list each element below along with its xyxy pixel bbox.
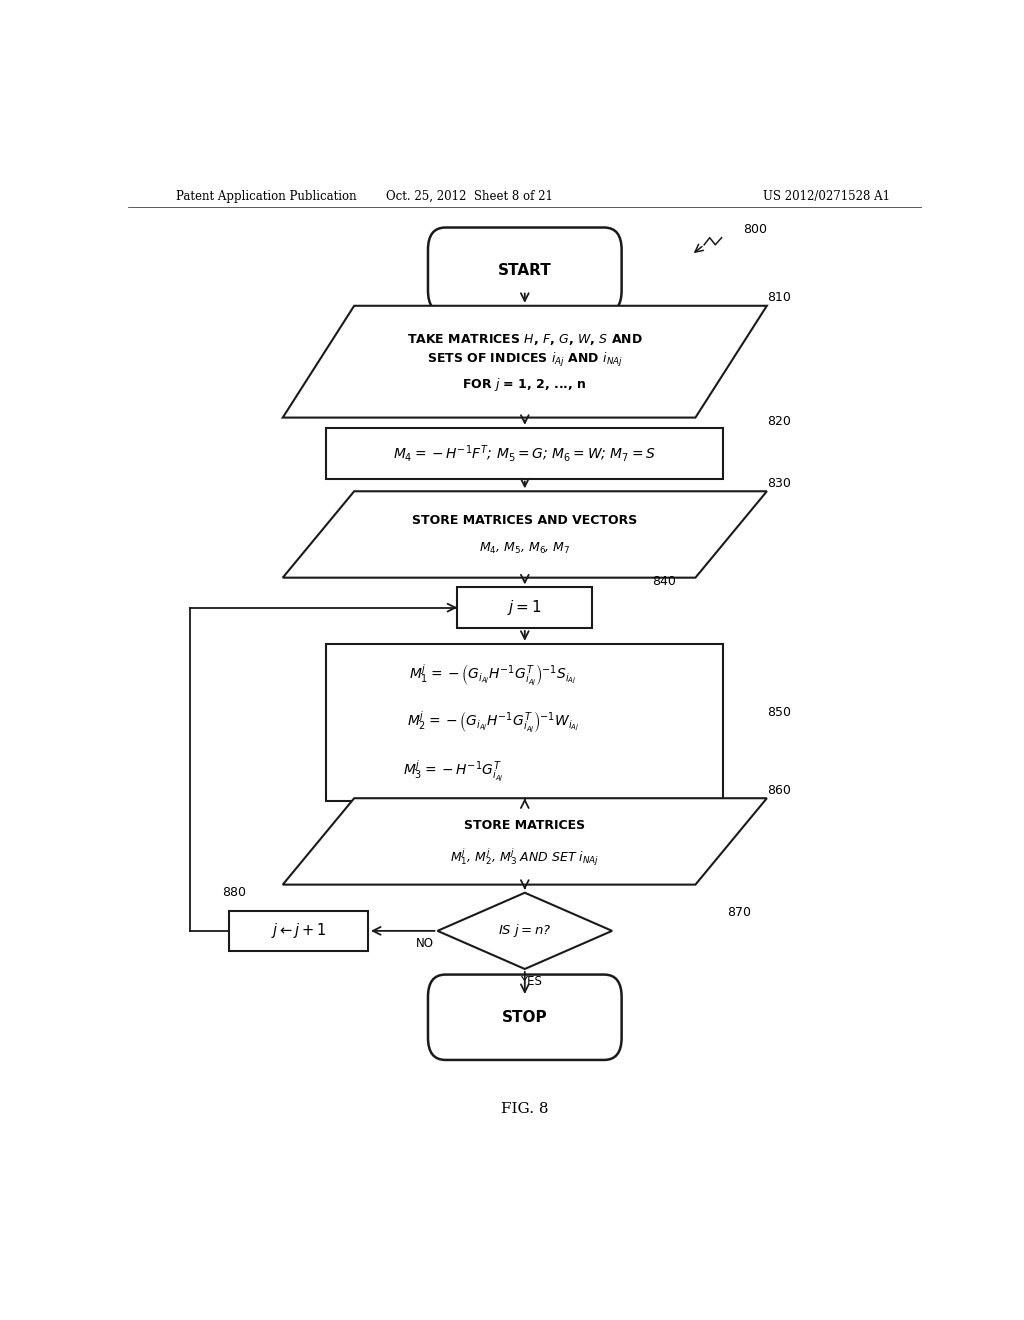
Text: $M_4 = -H^{-1}F^T$; $M_5 = G$; $M_6 = W$; $M_7 = S$: $M_4 = -H^{-1}F^T$; $M_5 = G$; $M_6 = W$… (393, 442, 656, 463)
Text: $M_1^j$, $M_2^j$, $M_3^j$ AND SET $i_{NAj}$: $M_1^j$, $M_2^j$, $M_3^j$ AND SET $i_{NA… (451, 847, 599, 869)
Text: STORE MATRICES AND VECTORS: STORE MATRICES AND VECTORS (413, 513, 637, 527)
Text: 880: 880 (221, 886, 246, 899)
Text: TAKE MATRICES $H$, $F$, $G$, $W$, $S$ AND: TAKE MATRICES $H$, $F$, $G$, $W$, $S$ AN… (407, 331, 643, 347)
Text: 860: 860 (767, 784, 791, 796)
Text: STORE MATRICES: STORE MATRICES (464, 818, 586, 832)
FancyBboxPatch shape (458, 587, 592, 628)
Polygon shape (437, 892, 612, 969)
Text: Oct. 25, 2012  Sheet 8 of 21: Oct. 25, 2012 Sheet 8 of 21 (386, 190, 553, 202)
Text: 850: 850 (767, 706, 791, 719)
Text: $M_4$, $M_5$, $M_6$, $M_7$: $M_4$, $M_5$, $M_6$, $M_7$ (479, 541, 570, 556)
Text: 840: 840 (652, 574, 676, 587)
FancyBboxPatch shape (428, 974, 622, 1060)
Text: YES: YES (520, 974, 542, 987)
Text: $M_1^j = -\left(G_{i_{Aj}}H^{-1}G_{i_{Aj}}^T\right)^{-1}S_{i_{Aj}}$: $M_1^j = -\left(G_{i_{Aj}}H^{-1}G_{i_{Aj… (410, 663, 577, 688)
Text: SETS OF INDICES $i_{Aj}$ AND $i_{NAj}$: SETS OF INDICES $i_{Aj}$ AND $i_{NAj}$ (427, 351, 623, 368)
Text: FIG. 8: FIG. 8 (501, 1102, 549, 1115)
Text: START: START (498, 263, 552, 277)
Polygon shape (283, 799, 767, 884)
Polygon shape (283, 306, 767, 417)
FancyBboxPatch shape (428, 227, 622, 313)
Text: US 2012/0271528 A1: US 2012/0271528 A1 (763, 190, 890, 202)
FancyBboxPatch shape (229, 911, 368, 952)
Text: FOR $j$ = 1, 2, ..., n: FOR $j$ = 1, 2, ..., n (463, 376, 587, 392)
Text: 870: 870 (727, 906, 752, 919)
Text: 810: 810 (767, 292, 791, 304)
Text: 830: 830 (767, 477, 791, 490)
Text: $M_3^j = -H^{-1}G_{i_{Aj}}^T$: $M_3^j = -H^{-1}G_{i_{Aj}}^T$ (403, 759, 504, 784)
Text: 800: 800 (743, 223, 767, 236)
Text: $j \leftarrow j+1$: $j \leftarrow j+1$ (270, 921, 327, 940)
Text: NO: NO (416, 937, 433, 949)
Text: 820: 820 (767, 416, 791, 428)
Text: $j = 1$: $j = 1$ (507, 598, 543, 618)
Text: IS $j = n$?: IS $j = n$? (498, 923, 552, 940)
FancyBboxPatch shape (327, 644, 723, 801)
Polygon shape (283, 491, 767, 578)
Text: Patent Application Publication: Patent Application Publication (176, 190, 356, 202)
Text: $M_2^j = -\left(G_{i_{Aj}}H^{-1}G_{i_{Aj}}^T\right)^{-1}W_{i_{Aj}}$: $M_2^j = -\left(G_{i_{Aj}}H^{-1}G_{i_{Aj… (407, 710, 580, 735)
Text: STOP: STOP (502, 1010, 548, 1024)
FancyBboxPatch shape (327, 428, 723, 479)
